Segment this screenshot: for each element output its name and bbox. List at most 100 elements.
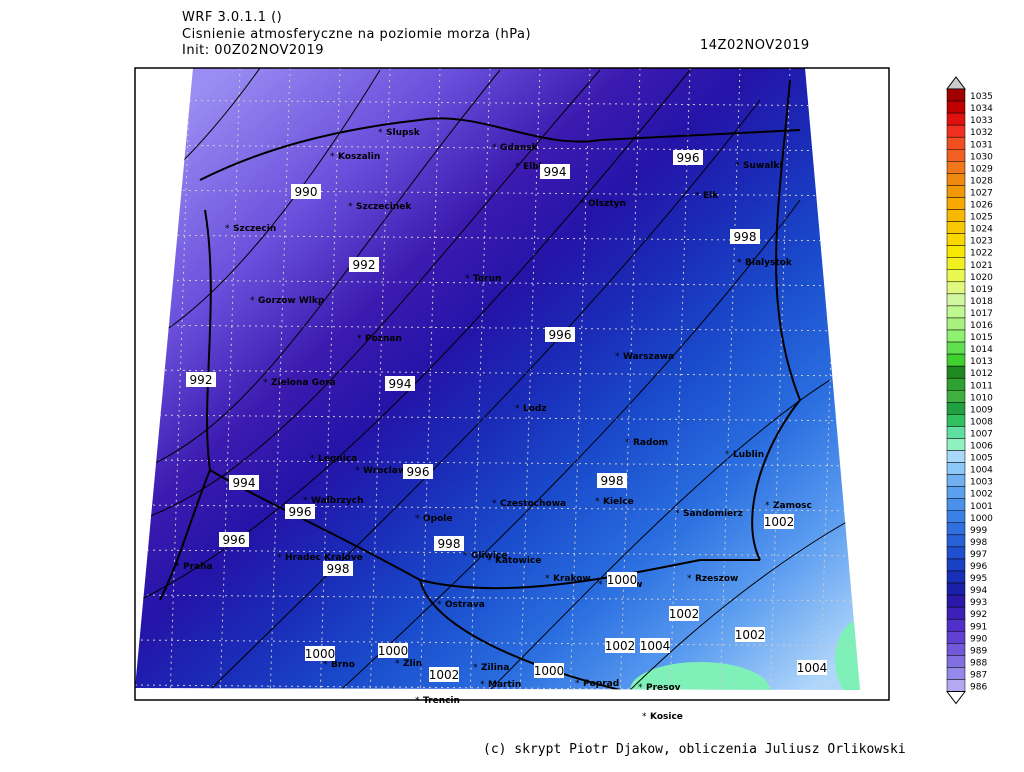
colorbar-swatch: [946, 679, 966, 692]
grid-line: [135, 324, 860, 332]
colorbar-label: 1003: [970, 478, 993, 488]
contour-label-bg: [597, 473, 627, 488]
colorbar-label: 1034: [970, 104, 993, 114]
colorbar-swatch: [946, 606, 966, 620]
city-label: Kielce: [603, 497, 634, 507]
city-marker: *: [492, 499, 497, 509]
city-marker: *: [595, 497, 600, 507]
city-marker: *: [638, 683, 643, 693]
colorbar-swatch: [946, 293, 966, 307]
city-marker: *: [575, 679, 580, 689]
title: Cisnienie atmosferyczne na poziomie morz…: [182, 27, 531, 42]
city-label: Szczecinek: [356, 202, 412, 212]
border: [419, 579, 621, 690]
city-label: Zielona Gora: [271, 378, 336, 388]
colorbar-label: 1011: [970, 381, 993, 391]
pressure-field: [135, 68, 860, 690]
city-label: Legnica: [318, 454, 357, 464]
colorbar-swatch: [946, 112, 966, 126]
colorbar-label: 1024: [970, 225, 993, 235]
city-label: Rzeszow: [695, 574, 738, 584]
colorbar-swatch: [946, 594, 966, 608]
contour-label-bg: [385, 376, 415, 391]
city-label: Lublin: [733, 450, 764, 460]
colorbar-label: 1002: [970, 490, 993, 500]
city-marker: *: [415, 514, 420, 524]
city-marker: *: [330, 152, 335, 162]
colorbar-swatch: [946, 365, 966, 379]
border: [199, 117, 801, 181]
city-label: Krakow: [553, 574, 591, 584]
contour-label: 992: [353, 258, 376, 272]
isobar: [139, 69, 691, 601]
city-marker: *: [310, 454, 315, 464]
colorbar-label: 999: [970, 526, 987, 536]
city-marker: *: [437, 600, 442, 610]
colorbar-swatch: [946, 124, 966, 138]
city-label: Torun: [473, 274, 501, 284]
colorbar-label: 1018: [970, 297, 993, 307]
contour-label-bg: [378, 643, 408, 658]
colorbar-label: 1035: [970, 92, 993, 102]
city-marker: *: [735, 161, 740, 171]
city-marker: *: [580, 199, 585, 209]
city-marker: *: [175, 562, 180, 572]
city-marker: *: [277, 553, 282, 563]
colorbar-swatch: [946, 655, 966, 668]
colorbar-swatch: [946, 317, 966, 331]
colorbar-label: 1001: [970, 502, 993, 512]
grid-line: [135, 594, 860, 602]
contour-label-bg: [605, 638, 635, 653]
colorbar-label: 989: [970, 646, 987, 656]
colorbar-arrow: [946, 76, 966, 90]
isobar: [139, 69, 501, 471]
colorbar-swatch: [946, 281, 966, 295]
colorbar-label: 997: [970, 550, 987, 560]
isobar: [619, 519, 851, 690]
city-label: Hradec Kralove: [285, 553, 363, 563]
city-marker: *: [487, 556, 492, 566]
colorbar-swatch: [946, 377, 966, 391]
contour-label: 1000: [378, 644, 409, 658]
city-marker: *: [355, 466, 360, 476]
contour-label: 1002: [669, 607, 700, 621]
colorbar-swatch: [946, 510, 966, 524]
colorbar-swatch: [946, 136, 966, 150]
colorbar-swatch: [946, 149, 966, 162]
colorbar-label: 1004: [970, 466, 993, 476]
colorbar-label: 993: [970, 598, 987, 608]
isobar: [149, 69, 381, 341]
city-label: Katowice: [495, 556, 541, 566]
city-label: Martin: [488, 680, 521, 690]
city-marker: *: [415, 696, 420, 706]
colorbar-swatch: [946, 438, 966, 451]
colorbar-label: 986: [970, 683, 987, 693]
colorbar-swatch: [946, 474, 966, 487]
contour-label-bg: [730, 229, 760, 244]
city-label: Trencin: [423, 696, 460, 706]
footer: (c) skrypt Piotr Djakow, obliczenia Juli…: [483, 742, 906, 757]
contour-label: 1000: [607, 573, 638, 587]
high-pressure-area: [835, 620, 860, 690]
grid-line: [135, 639, 860, 647]
contour-label-bg: [305, 646, 335, 661]
colorbar-label: 1008: [970, 417, 993, 427]
contour-label: 992: [190, 373, 213, 387]
city-marker: *: [303, 496, 308, 506]
colorbar-swatch: [946, 546, 966, 560]
city-label: Lodz: [523, 404, 547, 414]
city-label: Wroclaw: [363, 466, 406, 476]
colorbar-swatch: [946, 221, 966, 234]
colorbar-label: 1020: [970, 273, 993, 283]
contour-label-bg: [797, 660, 827, 675]
colorbar-swatch: [946, 257, 966, 271]
colorbar-label: 1015: [970, 333, 993, 343]
city-marker: *: [323, 660, 328, 670]
colorbar-swatch: [946, 353, 966, 367]
city-label: Gliwice: [471, 551, 507, 561]
city-marker: *: [463, 551, 468, 561]
colorbar-label: 1025: [970, 213, 993, 223]
contour-label-bg: [540, 164, 570, 179]
contour-label-bg: [219, 532, 249, 547]
